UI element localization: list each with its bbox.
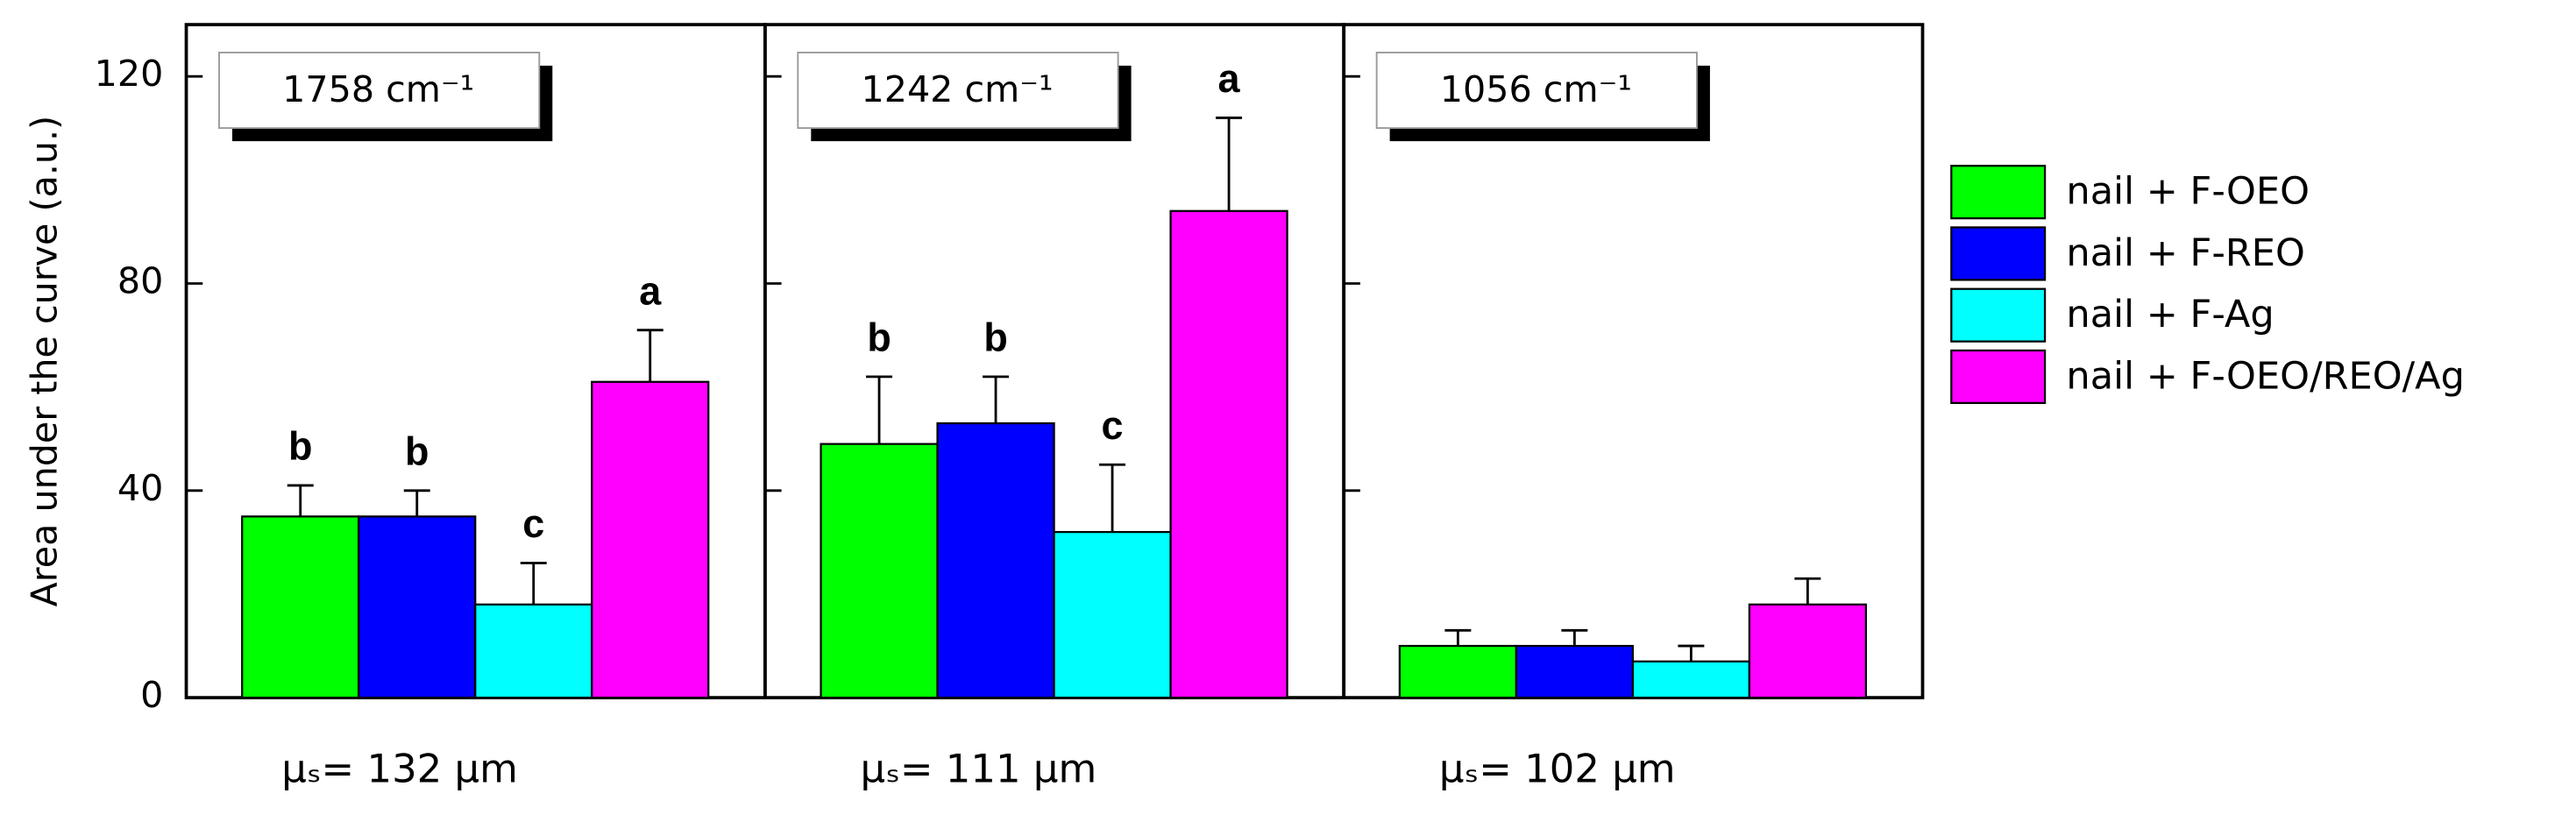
error-bar [636, 329, 664, 382]
legend-label: nail + F-REO [2066, 231, 2305, 275]
y-axis-label: Area under the curve (a.u.) [23, 116, 65, 607]
y-tick-label: 0 [140, 674, 163, 716]
error-bar [1216, 117, 1243, 211]
error-bar [983, 375, 1010, 424]
bar [241, 515, 360, 699]
y-tick-label: 120 [95, 53, 164, 95]
title-box [1375, 52, 1698, 130]
error-bar [1444, 628, 1472, 647]
significance-letter: c [1102, 403, 1124, 448]
significance-letter: a [639, 268, 662, 313]
x-axis-label: μₛ= 111 μm [861, 745, 1097, 791]
significance-letter: b [288, 424, 312, 469]
error-bar [1561, 628, 1588, 647]
legend-label: nail + F-OEO [2066, 170, 2310, 214]
bar [820, 443, 939, 699]
bar [591, 380, 710, 699]
bar [474, 603, 593, 699]
x-axis-label: μₛ= 102 μm [1439, 745, 1676, 791]
bar [358, 515, 477, 699]
y-tick-label: 80 [117, 259, 163, 301]
legend-label: nail + F-OEO/REO/Ag [2066, 354, 2465, 398]
legend-swatch [1950, 226, 2047, 281]
legend-swatch [1950, 165, 2047, 220]
bar [1631, 660, 1751, 699]
significance-letter: b [983, 315, 1007, 360]
legend-swatch [1950, 349, 2047, 405]
error-bar [866, 375, 893, 444]
error-bar [1794, 577, 1821, 605]
title-box [218, 52, 541, 130]
error-bar [520, 562, 547, 605]
panel-title: 1242 cm⁻¹ [862, 68, 1054, 110]
bar [1169, 209, 1288, 699]
title-box [797, 52, 1119, 130]
significance-letter: b [867, 315, 891, 360]
error-bar [1099, 463, 1126, 533]
y-tick-label: 40 [117, 467, 163, 509]
error-bar [1678, 644, 1705, 662]
bar [1748, 603, 1868, 699]
significance-letter: a [1218, 56, 1241, 101]
significance-letter: b [405, 429, 429, 473]
significance-letter: c [522, 501, 544, 546]
legend-label: nail + F-Ag [2066, 293, 2274, 337]
error-bar [403, 489, 430, 517]
bar [1515, 644, 1635, 699]
panel-title: 1056 cm⁻¹ [1440, 68, 1632, 110]
legend-swatch [1950, 287, 2047, 343]
x-axis-label: μₛ= 132 μm [281, 745, 518, 791]
error-bar [287, 484, 314, 517]
bar [1398, 644, 1518, 699]
panel-title: 1758 cm⁻¹ [282, 68, 474, 110]
bar [936, 422, 1055, 699]
bar [1053, 530, 1172, 699]
